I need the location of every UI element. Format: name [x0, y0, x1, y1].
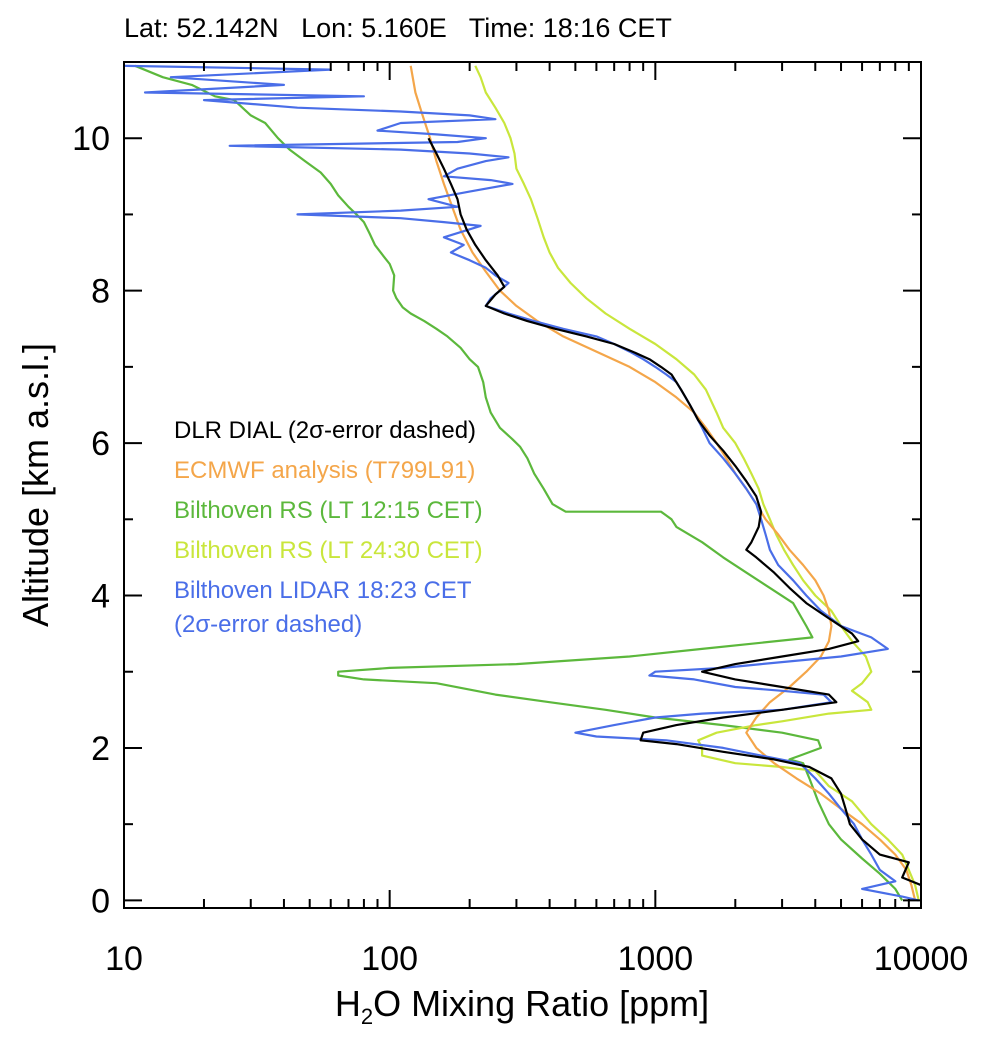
chart-title: Lat: 52.142N Lon: 5.160E Time: 18:16 CET	[124, 13, 672, 43]
x-axis-label-main: H	[335, 983, 361, 1024]
x-axis-label-rest: O Mixing Ratio [ppm]	[373, 983, 709, 1024]
axis-ticks: 0 2 4 6 8 10 10 100 1000 10000	[72, 61, 969, 978]
y-tick-label: 8	[91, 273, 110, 311]
plot-frame	[123, 61, 922, 909]
x-tick-label: 10	[105, 940, 143, 978]
x-tick-label: 1000	[618, 940, 694, 978]
legend-entry-line2: (2σ-error dashed)	[174, 611, 362, 638]
series-line-4	[124, 64, 919, 902]
legend-entry: ECMWF analysis (T799L91)	[174, 457, 475, 484]
y-tick-label: 4	[91, 578, 110, 616]
y-tick-label: 10	[72, 120, 110, 158]
legend-entry: DLR DIAL (2σ-error dashed)	[174, 417, 476, 444]
x-tick-label: 10000	[874, 940, 969, 978]
y-tick-label: 0	[91, 882, 110, 920]
plot-series	[124, 64, 921, 902]
series-line-1	[134, 64, 904, 901]
x-axis-label-subscript: 2	[361, 1004, 373, 1029]
series-line-3	[409, 65, 917, 901]
series-line-2	[474, 65, 920, 901]
x-axis-label: H2O Mixing Ratio [ppm]	[335, 983, 709, 1029]
y-axis-label: Altitude [km a.s.l.]	[15, 343, 56, 627]
legend-entry: Bilthoven RS (LT 12:15 CET)	[174, 497, 483, 524]
x-tick-label: 100	[361, 940, 418, 978]
legend: DLR DIAL (2σ-error dashed) ECMWF analysis…	[174, 417, 483, 638]
y-tick-label: 6	[91, 425, 110, 463]
y-tick-label: 2	[91, 730, 110, 768]
legend-entry: Bilthoven RS (LT 24:30 CET)	[174, 537, 483, 564]
legend-entry: Bilthoven LIDAR 18:23 CET	[174, 577, 472, 604]
series-line-5	[427, 137, 921, 887]
